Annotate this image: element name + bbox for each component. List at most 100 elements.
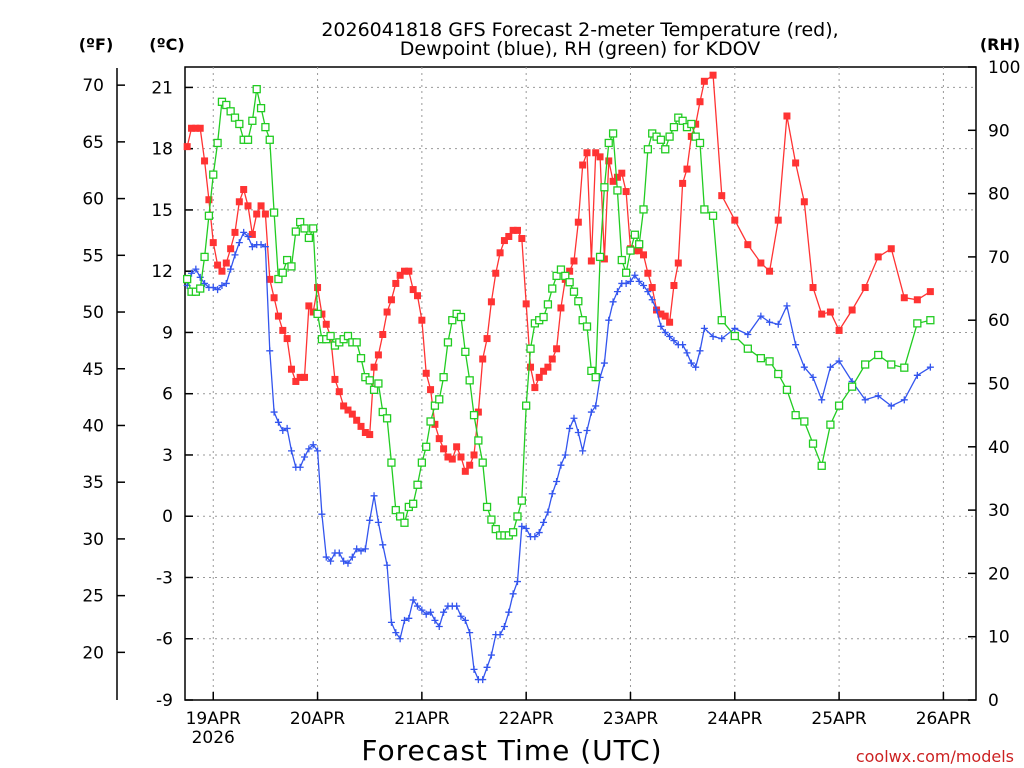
y-tick-label-rh: 30	[988, 501, 1010, 521]
temperature-marker	[631, 247, 639, 255]
rh-marker	[291, 227, 300, 236]
rh-marker	[561, 271, 570, 281]
temperature-marker	[544, 363, 552, 371]
rh-marker	[274, 274, 283, 284]
temperature-marker	[209, 239, 217, 247]
temperature-marker	[240, 186, 248, 194]
temperature-marker	[648, 284, 656, 292]
dewpoint-marker	[244, 232, 252, 240]
temperature-marker	[183, 143, 191, 151]
temperature-marker	[422, 369, 430, 377]
dewpoint-marker	[774, 320, 782, 328]
dewpoint-marker	[874, 392, 882, 400]
temperature-marker	[331, 375, 339, 383]
rh-marker	[391, 505, 400, 515]
chart-title-line1: 2026041818 GFS Forecast 2-meter Temperat…	[321, 19, 838, 41]
temperature-marker	[483, 335, 491, 343]
temperature-marker	[600, 255, 608, 263]
temperature-marker	[261, 210, 269, 218]
rh-marker	[422, 442, 431, 451]
temperature-marker	[248, 230, 256, 238]
temperature-marker	[657, 310, 665, 318]
dewpoint-marker	[274, 418, 282, 426]
rh-marker	[600, 183, 609, 192]
temperature-marker	[587, 257, 595, 265]
dewpoint-marker	[631, 271, 639, 279]
rh-marker	[296, 217, 305, 227]
temperature-marker	[848, 306, 856, 314]
temperature-marker	[196, 124, 204, 132]
temperature-marker	[357, 422, 365, 430]
rh-marker	[313, 309, 322, 319]
temperature-marker	[270, 294, 278, 302]
rh-marker	[439, 373, 448, 382]
dewpoint-marker	[583, 426, 591, 434]
dewpoint-marker	[392, 629, 400, 637]
dewpoint-marker	[696, 347, 704, 355]
rh-marker	[213, 138, 222, 148]
temperature-marker	[309, 308, 317, 316]
dewpoint-marker	[201, 279, 209, 287]
dewpoint-marker	[622, 279, 630, 287]
credit-text: coolwx.com/models	[856, 747, 1014, 766]
dewpoint-marker	[192, 265, 200, 273]
temperature-marker	[409, 286, 417, 294]
dewpoint-marker	[500, 622, 508, 630]
dewpoint-marker	[692, 363, 700, 371]
rh-marker	[591, 373, 600, 382]
y-tick-label-fahrenheit: 45	[82, 360, 104, 380]
rh-marker	[300, 224, 309, 233]
x-tick-label: 25APR	[811, 709, 867, 729]
rh-marker	[782, 385, 792, 394]
rh-marker	[356, 354, 366, 363]
temperature-marker	[570, 257, 578, 265]
dewpoint-marker	[466, 629, 474, 637]
dewpoint-marker	[744, 330, 752, 338]
dewpoint-marker	[544, 508, 552, 516]
rh-marker	[626, 246, 635, 255]
temperature-marker	[440, 445, 448, 453]
temperature-marker	[235, 198, 243, 206]
rh-marker	[513, 512, 522, 521]
x-tick-label: 20APR	[290, 709, 346, 729]
rh-marker	[343, 331, 353, 341]
rh-marker	[665, 132, 674, 141]
dewpoint-marker	[513, 578, 521, 586]
temperature-marker	[522, 300, 530, 308]
temperature-marker	[383, 308, 391, 316]
temperature-marker	[531, 384, 539, 392]
rh-marker	[456, 312, 466, 322]
dewpoint-marker	[461, 616, 469, 624]
dewpoint-marker	[357, 547, 365, 555]
temperature-marker	[201, 157, 209, 165]
temperature-marker	[335, 388, 343, 396]
temperature-marker	[887, 245, 895, 253]
temperature-marker	[305, 302, 313, 310]
temperature-marker	[644, 269, 652, 277]
temperature-marker	[540, 367, 548, 375]
dewpoint-marker	[635, 277, 643, 285]
temperature-marker	[557, 304, 565, 312]
y-tick-label-rh: 90	[988, 121, 1010, 141]
rh-marker	[800, 417, 809, 426]
rh-marker	[491, 524, 500, 534]
rh-marker	[413, 480, 422, 489]
temperature-marker	[861, 284, 869, 292]
dewpoint-marker	[314, 447, 322, 455]
dewpoint-marker	[305, 445, 313, 453]
temperature-marker	[683, 165, 691, 173]
y-tick-label-celsius: 21	[151, 78, 173, 98]
rh-marker	[743, 344, 752, 353]
temperature-marker	[370, 363, 378, 371]
dewpoint-marker	[557, 461, 565, 469]
temperature-marker	[692, 120, 700, 128]
y-tick-label-fahrenheit: 30	[82, 530, 104, 550]
dewpoint-marker	[218, 281, 226, 289]
temperature-marker	[640, 251, 648, 259]
dewpoint-marker	[644, 288, 652, 296]
x-tick-label: 21APR	[394, 709, 450, 729]
rh-marker	[548, 284, 557, 293]
temperature-marker	[431, 420, 439, 428]
rh-marker	[847, 382, 857, 391]
rh-marker	[613, 186, 622, 195]
